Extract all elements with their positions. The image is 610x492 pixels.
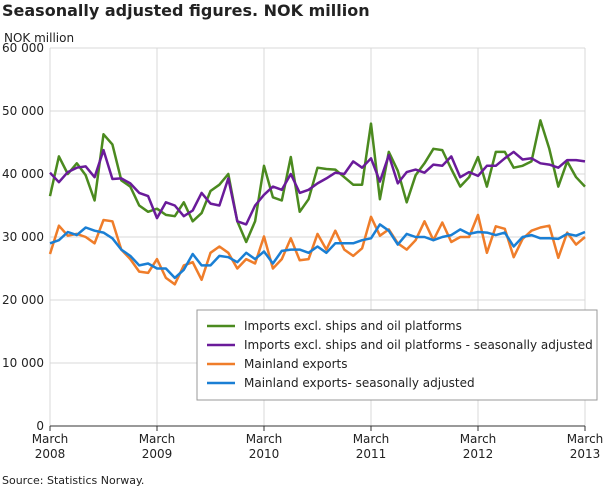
legend-label: Mainland exports — [244, 357, 348, 371]
series-line — [48, 213, 586, 286]
y-tick-label: 0 — [36, 419, 44, 433]
series-line — [48, 119, 586, 244]
legend-label: Mainland exports- seasonally adjusted — [244, 376, 475, 390]
legend-label: Imports excl. ships and oil platforms — [244, 319, 462, 333]
y-tick-label: 10 000 — [2, 356, 44, 370]
y-tick-label: 50 000 — [2, 104, 44, 118]
x-tick-label: March 2009 — [139, 432, 176, 461]
source: Source: Statistics Norway. — [2, 474, 144, 487]
x-tick-label: March 2010 — [246, 432, 283, 461]
x-tick-label: March 2013 — [567, 432, 604, 461]
y-axis-title: NOK million — [4, 31, 74, 45]
x-tick-label: March 2011 — [353, 432, 390, 461]
legend-label: Imports excl. ships and oil platforms - … — [244, 338, 593, 352]
series-line — [49, 223, 586, 280]
chart-title: Seasonally adjusted figures. NOK million — [2, 1, 370, 20]
y-tick-label: 20 000 — [2, 293, 44, 307]
y-tick-label: 60 000 — [2, 41, 44, 55]
y-tick-label: 30 000 — [2, 230, 44, 244]
x-tick-label: March 2012 — [460, 432, 497, 461]
y-tick-label: 40 000 — [2, 167, 44, 181]
legend-box — [196, 309, 598, 401]
x-tick-label: March 2008 — [32, 432, 69, 461]
series-line — [49, 148, 586, 226]
